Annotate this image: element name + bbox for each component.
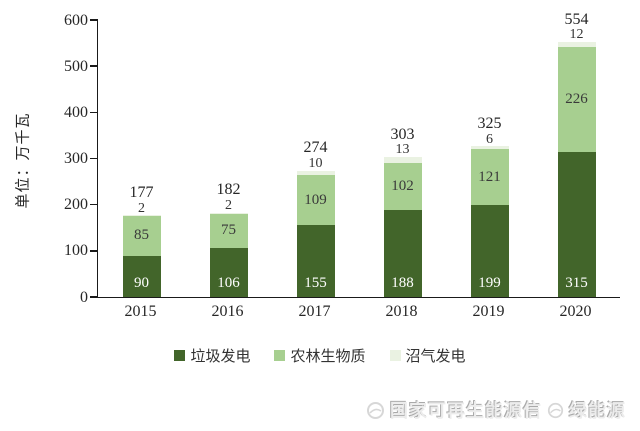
stacked-bar: 226 315 xyxy=(557,41,596,297)
x-tick-label: 2017 xyxy=(298,303,331,320)
x-tick-label: 2015 xyxy=(124,303,157,320)
y-tick-label: 0 xyxy=(80,288,88,306)
y-tick-label: 300 xyxy=(64,150,88,167)
bar-segment-2 xyxy=(209,212,248,214)
bar-segment-0: 90 xyxy=(122,255,161,297)
legend-swatch-icon xyxy=(389,350,401,361)
bar-segment-0: 106 xyxy=(209,248,248,297)
biogas-value-label: 2 xyxy=(138,200,145,216)
watermark-logo-icon xyxy=(547,402,564,418)
bar-segment-1: 109 xyxy=(296,175,335,226)
biogas-value-label: 10 xyxy=(308,155,323,171)
y-tick-mark xyxy=(90,19,98,21)
y-tick-label: 400 xyxy=(64,103,88,121)
y-tick-label: 500 xyxy=(64,57,88,75)
stacked-bar: 102 188 xyxy=(383,157,422,297)
legend-swatch-icon xyxy=(174,350,186,361)
legend-label: 垃圾发电 xyxy=(190,349,251,365)
bar-segment-2 xyxy=(383,157,422,164)
x-tick-label: 2020 xyxy=(559,303,592,320)
bar-group-2019: 325 6 121 199 xyxy=(446,115,533,297)
watermark: 国家可再生能源信 绿能源 xyxy=(366,397,626,423)
bar-group-2020: 554 12 226 315 xyxy=(533,11,620,297)
stacked-bar: 121 199 xyxy=(470,146,509,297)
y-tick-mark xyxy=(90,157,98,160)
legend-swatch-icon xyxy=(274,350,286,361)
watermark-logo-icon xyxy=(367,401,384,419)
y-tick-label: 600 xyxy=(64,11,88,29)
bar-segment-2 xyxy=(470,146,509,150)
bar-segment-0: 199 xyxy=(470,205,509,297)
y-tick-label: 100 xyxy=(64,242,88,260)
legend-label: 沼气发电 xyxy=(405,349,466,365)
bar-segment-0: 188 xyxy=(383,210,422,297)
biogas-value-label: 2 xyxy=(225,197,232,213)
watermark-text-left: 国家可再生能源信 xyxy=(390,401,542,421)
bar-total-label: 325 xyxy=(477,115,502,133)
bar-total-label: 177 xyxy=(129,184,154,202)
bar-group-2016: 182 2 75 106 xyxy=(185,181,272,297)
stacked-bar: 75 106 xyxy=(209,212,248,297)
y-tick-mark xyxy=(90,203,98,206)
bar-group-2017: 274 10 109 155 xyxy=(272,139,359,297)
x-tick-label: 2016 xyxy=(211,303,244,320)
bar-total-label: 303 xyxy=(390,125,415,143)
bar-group-2015: 177 2 85 90 xyxy=(98,184,185,297)
bar-segment-1: 226 xyxy=(557,47,596,152)
bar-segment-1: 121 xyxy=(470,149,509,206)
bars-container: 177 2 85 90 182 2 75 106 274 10 109 155 303 13 102 188 3… xyxy=(98,11,620,297)
y-tick-mark xyxy=(90,250,98,252)
bar-segment-2 xyxy=(296,170,335,176)
bar-total-label: 554 xyxy=(564,10,589,28)
bar-segment-2 xyxy=(557,41,596,48)
y-tick-label: 200 xyxy=(64,196,88,214)
y-tick-mark xyxy=(90,296,98,298)
bar-segment-1: 102 xyxy=(383,163,422,211)
y-axis-unit-label: 单位：万千瓦 xyxy=(15,112,32,209)
legend-label: 农林生物质 xyxy=(290,349,366,365)
watermark-text-right: 绿能源 xyxy=(569,401,626,421)
x-tick-label: 2019 xyxy=(472,303,505,320)
bar-segment-0: 155 xyxy=(296,225,335,297)
biogas-value-label: 6 xyxy=(486,131,493,147)
biogas-value-label: 13 xyxy=(395,142,410,158)
legend-item: 垃圾发电 xyxy=(174,345,250,366)
legend-item: 沼气发电 xyxy=(389,345,466,366)
x-axis: 2015 2016 2017 2018 2019 2020 xyxy=(97,303,619,321)
legend-item: 农林生物质 xyxy=(274,345,366,366)
y-tick-mark xyxy=(90,65,98,67)
stacked-bar: 109 155 xyxy=(296,170,335,297)
bar-segment-0: 315 xyxy=(557,151,596,297)
stacked-bar: 85 90 xyxy=(122,215,161,297)
bar-segment-2 xyxy=(122,215,161,217)
y-tick-mark xyxy=(90,111,98,114)
bar-segment-1: 85 xyxy=(122,216,161,256)
plot-area: 177 2 85 90 182 2 75 106 274 10 109 155 303 13 102 188 3… xyxy=(64,11,620,306)
x-tick-label: 2018 xyxy=(385,303,418,320)
bar-group-2018: 303 13 102 188 xyxy=(359,126,446,297)
bar-segment-1: 75 xyxy=(209,213,248,249)
bar-total-label: 274 xyxy=(303,139,328,157)
legend: 垃圾发电 农林生物质 沼气发电 xyxy=(0,345,640,366)
biogas-value-label: 12 xyxy=(569,27,584,43)
bar-total-label: 182 xyxy=(216,181,241,199)
